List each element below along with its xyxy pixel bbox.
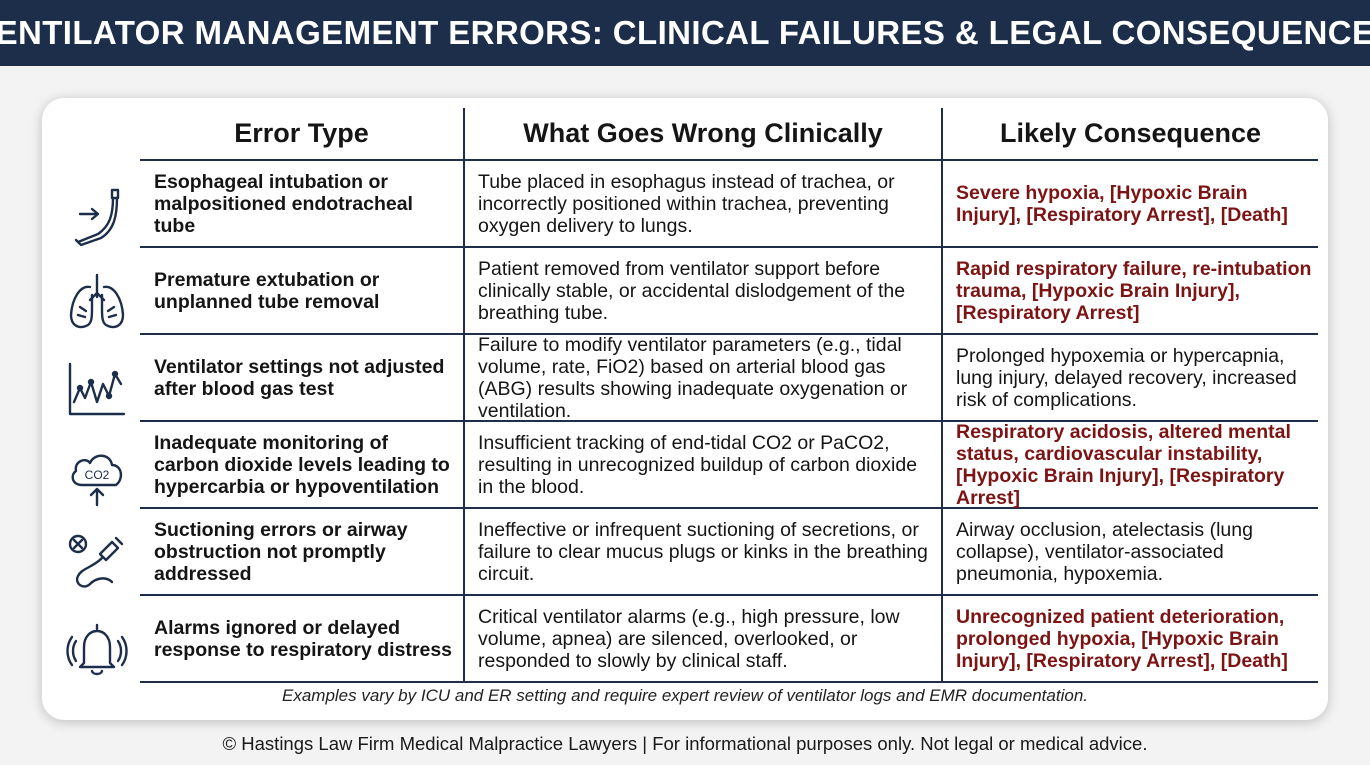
page-title: VENTILATOR MANAGEMENT ERRORS: CLINICAL F… (0, 14, 1370, 51)
table-row: Esophageal intubation or malpositioned e… (140, 161, 1318, 248)
clinical-description-cell: Critical ventilator alarms (e.g., high p… (463, 596, 941, 681)
error-table: Error Type What Goes Wrong Clinically Li… (140, 108, 1318, 683)
error-type-cell: Ventilator settings not adjusted after b… (154, 355, 445, 400)
error-type-cell: Suctioning errors or airway obstruction … (154, 518, 408, 585)
error-type-cell: Inadequate monitoring of carbon dioxide … (154, 431, 450, 498)
consequence-cell: Airway occlusion, atelectasis (lung coll… (941, 509, 1318, 594)
co2-label: CO2 (85, 468, 110, 482)
table-row: Ventilator settings not adjusted after b… (140, 334, 1318, 422)
table-row: Premature extubation or unplanned tube r… (140, 248, 1318, 335)
header-likely-consequence: Likely Consequence (941, 108, 1318, 159)
error-type-cell: Premature extubation or unplanned tube r… (154, 268, 380, 313)
table-header-row: Error Type What Goes Wrong Clinically Li… (140, 108, 1318, 161)
consequence-cell: Unrecognized patient deterioration, prol… (941, 596, 1318, 681)
consequence-cell: Rapid respiratory failure, re-intubation… (941, 248, 1318, 333)
lungs-icon (64, 258, 130, 345)
table-row: Inadequate monitoring of carbon dioxide … (140, 421, 1318, 509)
consequence-cell: Severe hypoxia, [Hypoxic Brain Injury], … (941, 161, 1318, 246)
clinical-description-cell: Patient removed from ventilator support … (463, 248, 941, 333)
header-error-type: Error Type (234, 118, 369, 148)
suction-catheter-icon (64, 519, 130, 606)
co2-cloud-icon: CO2 (64, 432, 130, 519)
table-row: Alarms ignored or delayed response to re… (140, 596, 1318, 683)
consequence-cell: Prolonged hypoxemia or hypercapnia, lung… (941, 335, 1318, 420)
clinical-description-cell: Insufficient tracking of end-tidal CO2 o… (463, 422, 941, 507)
table-card: CO2 Error Type What Goes W (42, 98, 1328, 720)
endotracheal-tube-icon (64, 171, 130, 258)
icon-column: CO2 (64, 171, 130, 693)
consequence-cell: Respiratory acidosis, altered mental sta… (941, 421, 1318, 509)
error-type-cell: Esophageal intubation or malpositioned e… (154, 170, 413, 237)
clinical-description-cell: Failure to modify ventilator parameters … (463, 334, 941, 422)
header-what-goes-wrong: What Goes Wrong Clinically (463, 108, 941, 159)
error-type-cell: Alarms ignored or delayed response to re… (154, 616, 453, 661)
alarm-bell-icon (64, 606, 130, 693)
title-banner: VENTILATOR MANAGEMENT ERRORS: CLINICAL F… (0, 0, 1370, 66)
copyright-disclaimer: © Hastings Law Firm Medical Malpractice … (222, 733, 1148, 754)
clinical-description-cell: Ineffective or infrequent suctioning of … (463, 509, 941, 594)
table-row: Suctioning errors or airway obstruction … (140, 509, 1318, 596)
clinical-description-cell: Tube placed in esophagus instead of trac… (463, 161, 941, 246)
monitor-graph-icon (64, 345, 130, 432)
table-footnote: Examples vary by ICU and ER setting and … (281, 686, 1088, 705)
